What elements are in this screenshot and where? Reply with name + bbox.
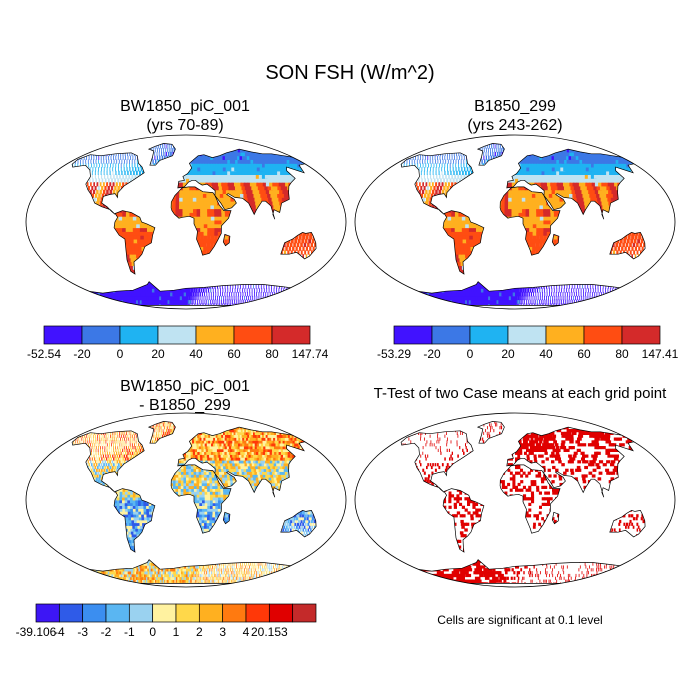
colorbar-swatch <box>272 326 310 344</box>
colorbar-tick-label: 80 <box>265 347 279 361</box>
ttest-footnote: Cells are significant at 0.1 level <box>370 613 670 627</box>
panel-title-case1-line1: BW1850_piC_001 <box>25 97 345 116</box>
colorbar-tick-label: -39.106 <box>16 625 57 639</box>
colorbar-tick-label: 40 <box>189 347 203 361</box>
colorbar-tick-label: -4 <box>54 625 65 639</box>
colorbar-diff: -39.106-4 -3 -2 -1 0 1 2 3 4 20.153 <box>14 602 334 642</box>
panel-title-diff: BW1850_piC_001 - B1850_299 <box>25 377 345 415</box>
colorbar-swatch <box>508 326 546 344</box>
colorbar-swatch <box>199 604 222 622</box>
colorbar-tick-label: 80 <box>615 347 629 361</box>
panel-title-case1: BW1850_piC_001 (yrs 70-89) <box>25 97 345 135</box>
colorbar-tick-label: -20 <box>423 347 441 361</box>
map-case1 <box>24 133 348 311</box>
colorbar-swatch <box>176 604 199 622</box>
colorbar-tick-label: 3 <box>219 625 226 639</box>
colorbar-swatch <box>106 604 129 622</box>
panel-title-case2-line1: B1850_299 <box>355 97 675 116</box>
colorbar-swatch <box>432 326 470 344</box>
colorbar-swatch <box>59 604 82 622</box>
colorbar-swatch <box>293 604 316 622</box>
panel-title-case2: B1850_299 (yrs 243-262) <box>355 97 675 135</box>
map-ttest <box>353 411 677 589</box>
colorbar-tick-label: 60 <box>227 347 241 361</box>
colorbar-swatch <box>129 604 152 622</box>
colorbar-tick-label: -3 <box>77 625 88 639</box>
colorbar-tick-label: 4 <box>243 625 250 639</box>
map-border <box>355 413 675 587</box>
colorbar-swatch <box>269 604 292 622</box>
colorbar-tick-label: 60 <box>577 347 591 361</box>
colorbar-tick-label: 147.74 <box>292 347 329 361</box>
colorbar-swatch <box>120 326 158 344</box>
colorbar-swatch <box>158 326 196 344</box>
colorbar-swatch <box>394 326 432 344</box>
colorbar-case2: -53.29 -20 0 20 40 60 80 147.41 <box>370 324 680 364</box>
colorbar-swatch <box>153 604 176 622</box>
colorbar-tick-label: -52.54 <box>27 347 61 361</box>
map-case2 <box>353 133 677 311</box>
colorbar-tick-label: 0 <box>467 347 474 361</box>
panel-title-diff-line1: BW1850_piC_001 <box>25 377 345 396</box>
colorbar-tick-label: 0 <box>149 625 156 639</box>
land-eurasia <box>355 141 675 308</box>
colorbar-swatch <box>196 326 234 344</box>
colorbar-swatch <box>44 326 82 344</box>
colorbar-tick-label: -20 <box>73 347 91 361</box>
colorbar-swatch <box>82 326 120 344</box>
colorbar-tick-label: 40 <box>539 347 553 361</box>
panel-title-ttest: T-Test of two Case means at each grid po… <box>345 384 695 403</box>
map-diff <box>24 411 348 589</box>
colorbar-swatch <box>83 604 106 622</box>
land-eurasia <box>26 141 346 308</box>
colorbar-tick-label: 0 <box>117 347 124 361</box>
figure-title: SON FSH (W/m^2) <box>0 62 700 85</box>
colorbar-swatch <box>470 326 508 344</box>
colorbar-swatch <box>546 326 584 344</box>
panel-title-ttest-line1: T-Test of two Case means at each grid po… <box>345 384 695 403</box>
colorbar-tick-label: 1 <box>173 625 180 639</box>
colorbar-tick-label: 147.41 <box>642 347 679 361</box>
colorbar-tick-label: 20 <box>151 347 165 361</box>
colorbar-swatch <box>246 604 269 622</box>
colorbar-swatch <box>584 326 622 344</box>
land-eurasia <box>355 418 675 586</box>
colorbar-tick-label: -2 <box>101 625 112 639</box>
colorbar-swatch <box>36 604 59 622</box>
colorbar-tick-label: -1 <box>124 625 135 639</box>
colorbar-tick-label: 20.153 <box>251 625 288 639</box>
colorbar-swatch <box>223 604 246 622</box>
colorbar-swatch <box>234 326 272 344</box>
colorbar-swatch <box>622 326 660 344</box>
colorbar-case1: -52.54 -20 0 20 40 60 80 147.74 <box>20 324 330 364</box>
colorbar-tick-label: -53.29 <box>377 347 411 361</box>
colorbar-tick-label: 2 <box>196 625 203 639</box>
colorbar-tick-label: 20 <box>501 347 515 361</box>
coastline-northAmerica <box>401 431 473 493</box>
